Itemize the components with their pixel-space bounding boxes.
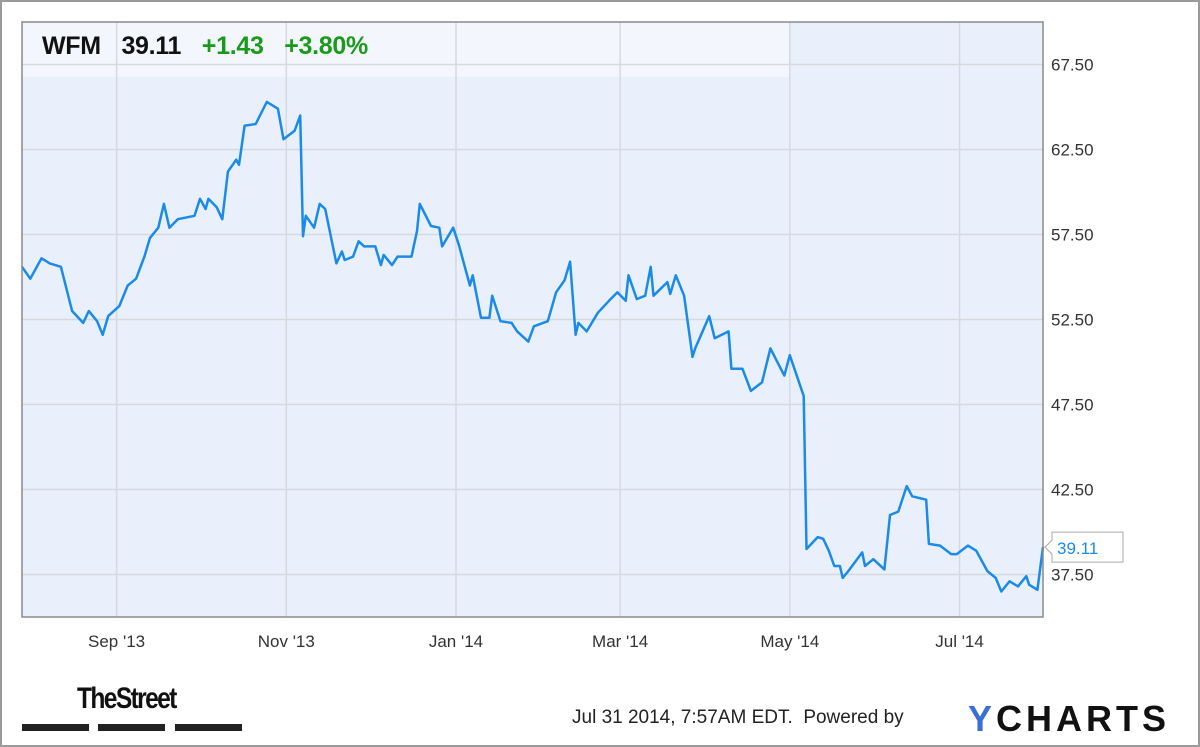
last-value-label: 39.11 bbox=[1057, 539, 1098, 558]
thestreet-logo-bar bbox=[175, 724, 242, 731]
y-tick-label: 67.50 bbox=[1051, 56, 1094, 75]
y-tick-label: 52.50 bbox=[1051, 311, 1094, 330]
plot-border bbox=[21, 21, 1044, 618]
x-tick-label: Nov '13 bbox=[258, 632, 315, 651]
price-line bbox=[20, 100, 1045, 593]
x-tick-label: May '14 bbox=[760, 632, 819, 651]
header-band bbox=[22, 22, 790, 77]
y-tick-label: 42.50 bbox=[1051, 481, 1094, 500]
x-tick-label: Jan '14 bbox=[429, 632, 483, 651]
thestreet-logo-bar bbox=[98, 724, 165, 731]
footer-credit: Jul 31 2014, 7:57AM EDT. Powered by bbox=[572, 707, 904, 729]
ycharts-logo: YCHARTS bbox=[968, 698, 1171, 739]
thestreet-logo: TheStreet bbox=[77, 682, 177, 715]
quote-header: WFM 39.11 +1.43 +3.80% bbox=[42, 32, 382, 61]
percent-change: +3.80% bbox=[284, 32, 368, 60]
y-tick-label: 47.50 bbox=[1051, 396, 1094, 415]
timestamp: Jul 31 2014, 7:57AM EDT. bbox=[572, 707, 793, 728]
thestreet-logo-bar bbox=[22, 724, 89, 731]
price-change: +1.43 bbox=[201, 32, 264, 60]
x-tick-label: Mar '14 bbox=[592, 632, 648, 651]
powered-by: Powered by bbox=[803, 707, 904, 728]
x-tick-label: Jul '14 bbox=[935, 632, 984, 651]
y-tick-label: 57.50 bbox=[1051, 226, 1094, 245]
last-value-flag: 39.11 bbox=[1044, 531, 1124, 563]
ticker-symbol: WFM bbox=[42, 32, 101, 60]
y-tick-label: 37.50 bbox=[1051, 566, 1094, 585]
x-tick-label: Sep '13 bbox=[88, 632, 145, 651]
y-tick-label: 62.50 bbox=[1051, 141, 1094, 160]
last-price: 39.11 bbox=[121, 32, 182, 60]
